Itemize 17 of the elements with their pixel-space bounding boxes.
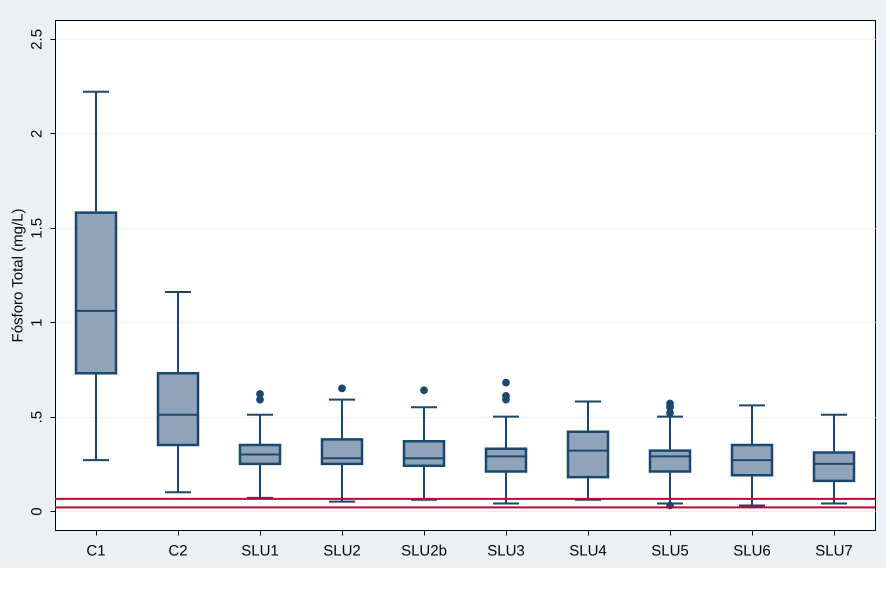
x-tick-label: SLU6 xyxy=(733,542,771,560)
y-tick-label: 2 xyxy=(28,130,46,138)
x-tick-label: SLU7 xyxy=(815,542,853,560)
x-tick-label: SLU2 xyxy=(323,542,361,560)
x-tick-label: SLU1 xyxy=(241,542,279,560)
y-tick-label: .5 xyxy=(28,410,46,424)
x-tick-label: SLU3 xyxy=(487,542,525,560)
y-tick-label: 1.5 xyxy=(28,218,46,239)
x-tick-label: C1 xyxy=(86,542,106,560)
y-axis-title: Fósforo Total (mg/L) xyxy=(10,208,26,342)
x-tick-label: SLU5 xyxy=(651,542,689,560)
x-tick-label: SLU2b xyxy=(401,542,447,560)
x-tick-label: C2 xyxy=(168,542,188,560)
x-tick-label: SLU4 xyxy=(569,542,607,560)
y-tick-label: 1 xyxy=(28,318,46,327)
y-tick-label: 2.5 xyxy=(28,28,46,50)
y-tick-label: 0 xyxy=(28,507,46,516)
